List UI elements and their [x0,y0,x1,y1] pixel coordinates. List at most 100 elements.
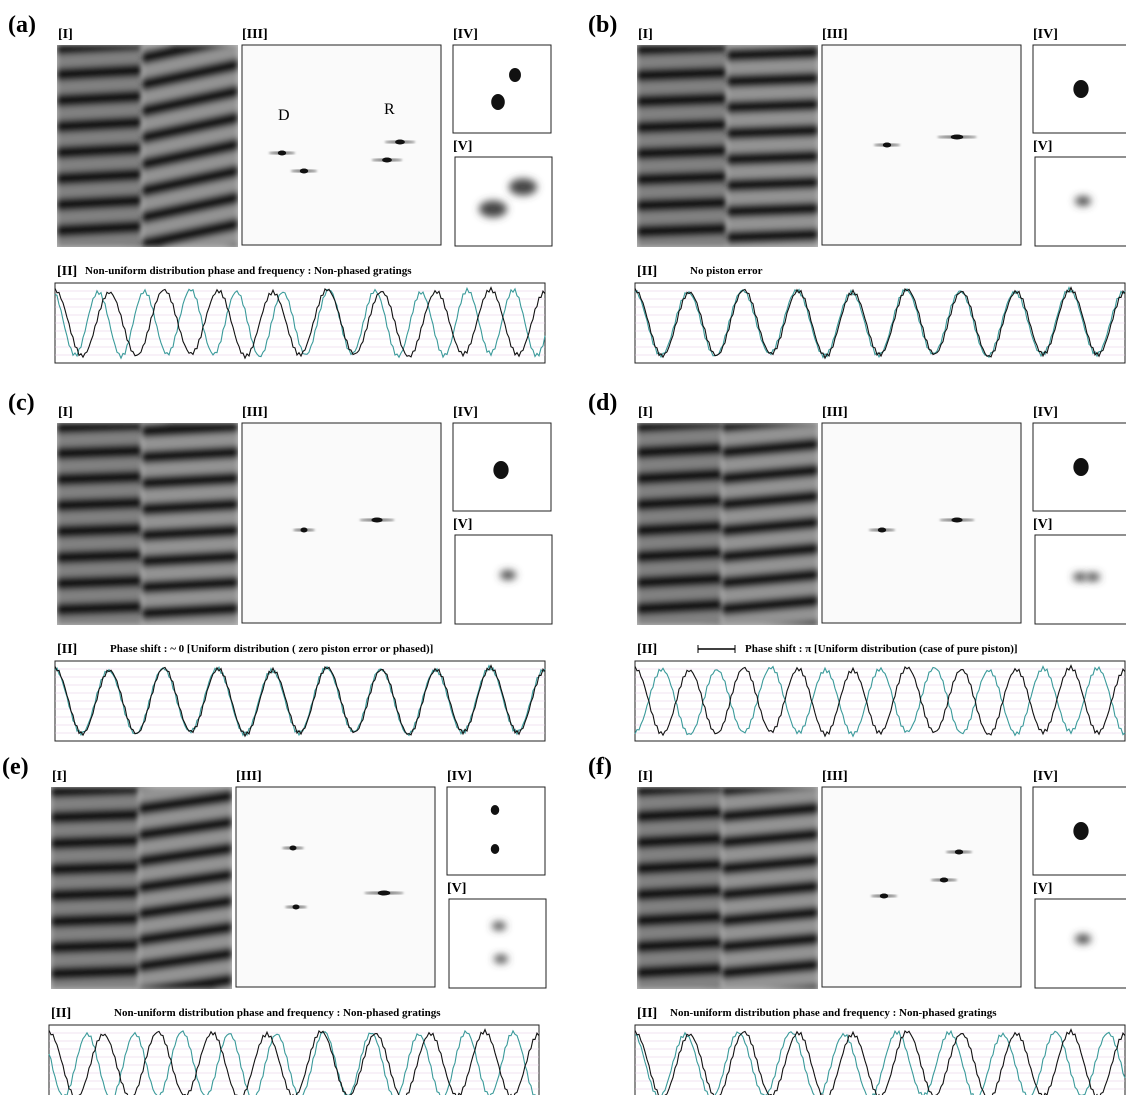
vignette [57,423,238,625]
sub-label: [III] [242,405,268,420]
fringe [57,45,142,247]
panel: (e) [I] [III] [IV] [V] [II] Non-uniform distri… [2,754,547,1095]
sub-label: [I] [58,405,73,420]
profile-caption: Non-uniform distribution phase and frequ… [114,1007,441,1019]
zoom-spot [494,954,508,964]
fringe [142,45,238,247]
fringe [637,423,722,625]
fringe [722,423,818,625]
zoom-box [454,156,553,247]
peak-spot [490,805,500,815]
fringe-half [637,45,818,247]
fringe [722,787,818,989]
sub-label: [IV] [1033,769,1058,784]
spectrum-box [241,422,442,624]
panel-label: (d) [588,390,617,416]
fringe [637,787,722,989]
sub-label: [II] [57,264,77,279]
spot [882,142,892,148]
spectrum-box [821,786,1022,988]
profile-trace [634,664,1126,738]
panel-label: (e) [2,754,29,780]
spot [382,157,392,163]
peak-spot [509,68,521,82]
panel: (f) [I] [III] [IV] [V] [II] Non-uniform distri… [588,754,1126,1095]
fringe [727,45,818,247]
fringe-half [57,45,238,247]
fringe [51,787,139,989]
sub-label: [IV] [1033,27,1058,42]
sub-label: [III] [822,27,848,42]
profile-box [48,1024,540,1095]
fringe [57,423,142,625]
panel-label: (f) [588,754,612,780]
zoom-spot [509,178,537,196]
peak-spot [1073,822,1089,840]
sub-label: [II] [637,264,657,279]
sub-label: [V] [453,139,472,154]
profile-caption: Phase shift : π [Uniform distribution (c… [745,643,1018,655]
zoom-box [1034,156,1126,247]
fringe-half [51,787,232,989]
panel: (b) [I] [III] [IV] [V] [II] No piston error [588,12,1126,364]
sub-label: [I] [638,405,653,420]
panel: (c) [I] [III] [IV] [V] [II] Phase shift : ~ 0 … [8,390,553,742]
peak-spot [1073,80,1089,98]
sub-label: [III] [822,405,848,420]
sub-label: [II] [51,1006,71,1021]
zoom-spot [1075,934,1091,944]
sub-label: [V] [447,881,466,896]
sub-label: [IV] [453,27,478,42]
sub-label: [III] [822,769,848,784]
spot [954,849,964,855]
sub-label: [IV] [453,405,478,420]
profile-trace [634,665,1126,738]
sub-label: [I] [52,769,67,784]
peak-spot [491,94,505,110]
spot [292,904,300,910]
sub-label: [V] [1033,881,1052,896]
spectrum-box [821,44,1022,246]
spot [950,134,964,140]
vignette [637,787,818,989]
fringe-half [57,423,238,625]
sub-label: [II] [637,1006,657,1021]
sub-label: [IV] [1033,405,1058,420]
peak-spot [493,461,509,479]
profile-trace [48,1029,536,1095]
zoom-spot [1073,572,1087,582]
sub-label: [II] [637,642,657,657]
peak-box [452,44,552,134]
spot [277,150,287,156]
profile-trace [54,286,546,360]
profile-trace [54,286,546,360]
sub-label: [I] [638,769,653,784]
panel: (a) [I] [III] D R [IV] [V] [II] Non-uniform dist… [8,12,553,364]
panel-label: (b) [588,12,617,38]
zoom-spot [500,570,516,580]
spectrum-box [241,44,442,246]
spot [299,168,309,174]
spot [377,890,391,896]
peak-spot [490,844,500,854]
profile-trace [634,1029,1126,1095]
vignette [637,45,818,247]
spot [300,527,308,533]
sub-label: [I] [638,27,653,42]
zoom-box [448,898,547,989]
fringe-half [637,423,818,625]
fringe [637,45,727,247]
panel-label: (c) [8,390,35,416]
spectrum-box [821,422,1022,624]
profile-trace [634,286,1126,360]
profile-caption: Non-uniform distribution phase and frequ… [670,1007,997,1019]
profile-caption: No piston error [690,265,763,277]
zoom-spot [1086,572,1100,582]
peak-box [446,786,546,876]
sub-label: [V] [1033,517,1052,532]
sub-label: [V] [453,517,472,532]
panel: (d) [I] [III] [IV] [V] [II] Phase shift : π [U… [588,390,1126,742]
spot [371,517,383,523]
sub-label: [IV] [447,769,472,784]
vignette [51,787,232,989]
